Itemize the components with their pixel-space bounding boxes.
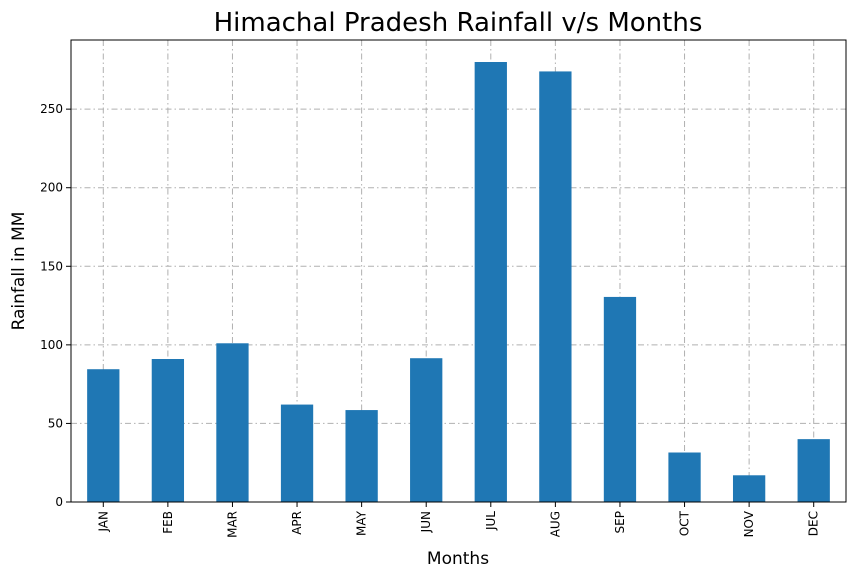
bar-nov <box>732 475 766 502</box>
x-tick-label: AUG <box>548 511 562 537</box>
bars <box>87 62 830 502</box>
bar-dec <box>797 439 830 502</box>
bar-mar <box>216 343 249 502</box>
x-tick-label: APR <box>290 511 304 535</box>
x-tick-label: MAR <box>225 511 239 538</box>
x-tick-label: FEB <box>161 511 175 534</box>
x-tick-label: MAY <box>355 510 369 536</box>
x-tick-label: NOV <box>742 510 756 537</box>
bar-jan <box>87 369 120 502</box>
y-tick-label: 200 <box>40 181 63 195</box>
x-axis-ticks: JAN FEB MAR APR MAY JUN JUL AUG SEP OCT NOV DEC <box>96 502 821 538</box>
bar-jul <box>474 62 507 502</box>
x-axis-label: Months <box>427 549 489 569</box>
bar-feb <box>151 359 185 502</box>
x-tick-label: SEP <box>613 511 627 533</box>
plot-frame <box>70 39 847 503</box>
y-tick-label: 150 <box>40 259 63 273</box>
y-axis-ticks: 0 50 100 150 200 250 <box>40 102 71 509</box>
x-tick-label: OCT <box>678 510 692 536</box>
y-tick-label: 0 <box>55 495 63 509</box>
x-tick-label: JAN <box>96 511 110 533</box>
y-axis-label: Rainfall in MM <box>9 212 29 331</box>
x-tick-label: JUN <box>419 511 433 533</box>
bar-aug <box>539 71 572 502</box>
y-tick-label: 100 <box>40 338 63 352</box>
x-tick-label: DEC <box>807 511 821 536</box>
grid-lines <box>71 40 846 502</box>
y-tick-label: 50 <box>48 416 63 430</box>
bar-may <box>345 410 378 502</box>
bar-jun <box>410 358 443 502</box>
x-tick-label: JUL <box>484 511 498 531</box>
bar-oct <box>668 452 701 502</box>
y-tick-label: 250 <box>40 102 63 116</box>
chart-title: Himachal Pradesh Rainfall v/s Months <box>214 8 703 38</box>
bar-sep <box>603 296 637 502</box>
bar-apr <box>280 404 314 502</box>
